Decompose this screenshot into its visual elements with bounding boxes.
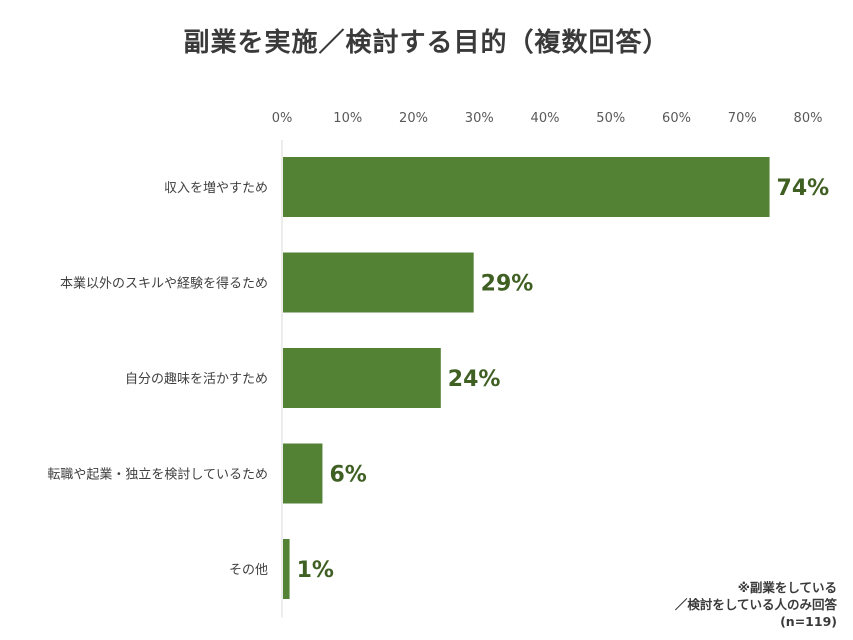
category-label: 転職や起業・独立を検討しているため	[47, 467, 268, 483]
data-label: 29%	[481, 272, 534, 297]
category-label: 自分の趣味を活かすため	[125, 372, 268, 387]
x-tick-label: 40%	[531, 111, 560, 126]
x-tick-label: 30%	[465, 111, 494, 126]
bars	[283, 157, 770, 599]
x-tick-label: 20%	[399, 111, 428, 126]
bar	[283, 157, 770, 217]
x-tick-label: 70%	[728, 111, 757, 126]
category-label: その他	[229, 563, 268, 578]
bar	[283, 348, 441, 408]
data-label: 1%	[297, 558, 334, 583]
x-tick-label: 0%	[272, 111, 293, 126]
footnote: ※副業をしている ／検討をしている人のみ回答 (n=119)	[675, 579, 837, 630]
bar	[283, 443, 323, 504]
data-label: 6%	[329, 463, 366, 488]
data-labels: 74% 29% 24% 6% 1%	[297, 176, 830, 583]
category-label: 本業以外のスキルや経験を得るため	[60, 276, 268, 292]
bar	[283, 252, 474, 313]
x-tick-label: 60%	[662, 111, 691, 126]
bar	[283, 539, 290, 599]
chart-title: 副業を実施／検討する目的（複数回答）	[183, 28, 670, 58]
x-tick-label: 80%	[794, 111, 823, 126]
data-label: 74%	[777, 176, 830, 201]
x-axis-ticks: 0% 10% 20% 30% 40% 50% 60% 70% 80%	[272, 111, 823, 126]
footnote-line-1: ※副業をしている	[737, 580, 837, 595]
data-label: 24%	[448, 367, 501, 392]
category-labels: 収入を増やすため本業以外のスキルや経験を得るため自分の趣味を活かすため転職や起業…	[47, 181, 268, 578]
x-tick-label: 10%	[333, 111, 362, 126]
footnote-line-3: (n=119)	[780, 614, 837, 629]
footnote-line-2: ／検討をしている人のみ回答	[674, 597, 837, 612]
category-label: 収入を増やすため	[164, 181, 268, 196]
x-tick-label: 50%	[596, 111, 625, 126]
